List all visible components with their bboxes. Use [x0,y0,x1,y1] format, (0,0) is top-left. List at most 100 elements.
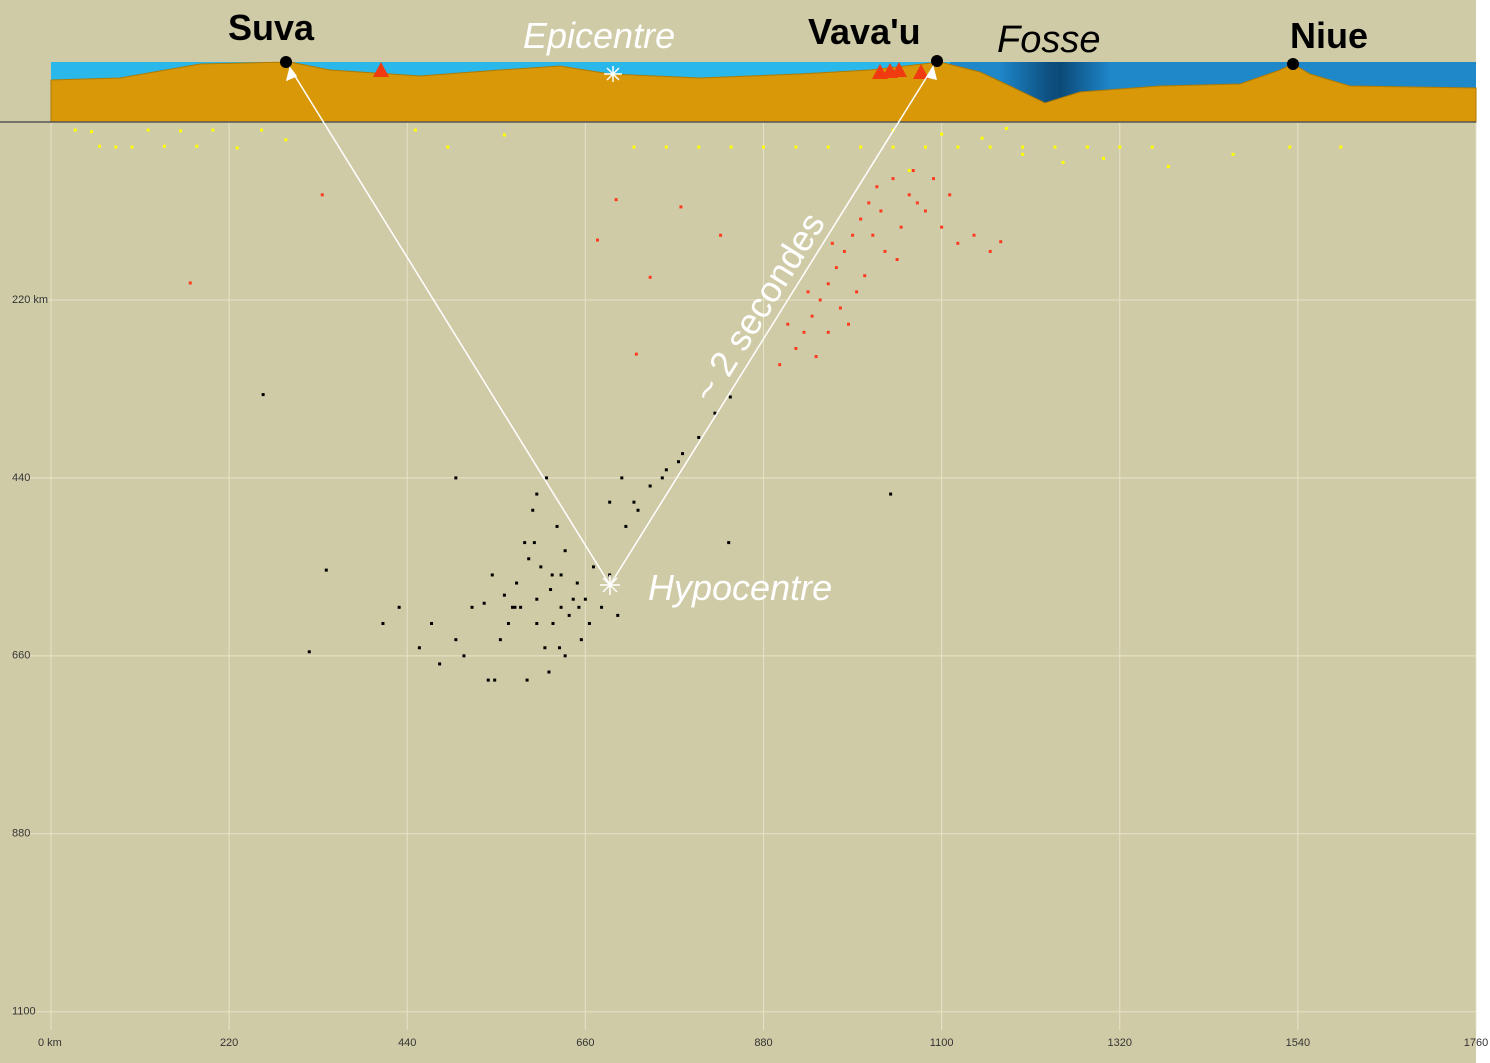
earthquake [981,137,984,140]
station [931,55,943,67]
earthquake [956,242,959,245]
earthquake [1102,157,1105,160]
earthquake [236,146,239,149]
earthquake [543,646,546,649]
earthquake [835,266,838,269]
earthquake [1288,146,1291,149]
earthquake [637,509,640,512]
earthquake [697,436,700,439]
earthquake [526,679,529,682]
earthquake [398,606,401,609]
earthquake [847,323,850,326]
earthquake [615,198,618,201]
epicentre-marker [604,66,622,82]
earthquake [507,622,510,625]
earthquake [74,129,77,132]
chart: Suva Epicentre Vava'u Fosse Niue Hypocen… [0,0,1490,1063]
earthquake [802,331,805,334]
earthquake [762,146,765,149]
earthquake [163,145,166,148]
earthquake [831,242,834,245]
earthquake [179,129,182,132]
earthquake [999,240,1002,243]
earthquake [1339,146,1342,149]
earthquake [730,146,733,149]
earthquake [189,281,192,284]
earthquake [624,525,627,528]
earthquake [827,282,830,285]
earthquake [430,622,433,625]
earthquake [616,614,619,617]
earthquake [1021,153,1024,156]
earthquake [889,493,892,496]
station [280,56,292,68]
earthquake [564,549,567,552]
earthquake [539,565,542,568]
earthquake [632,146,635,149]
place-label: Fosse [997,19,1100,61]
earthquake [572,598,575,601]
earthquake [855,290,858,293]
earthquake [503,133,506,136]
earthquake [533,541,536,544]
earthquake [719,234,722,237]
hypocentre-marker [600,575,620,595]
earthquake [649,276,652,279]
earthquake [851,234,854,237]
earthquake [284,138,287,141]
earthquake [679,205,682,208]
earthquake [462,654,465,657]
earthquake [556,525,559,528]
earthquake [1151,146,1154,149]
earthquake [527,557,530,560]
earthquake [592,565,595,568]
earthquake [1118,146,1121,149]
earthquake [940,133,943,136]
earthquake [487,679,490,682]
earthquake [523,541,526,544]
earthquake [912,169,915,172]
earthquake [879,209,882,212]
place-label: Epicentre [523,15,675,56]
earthquake [924,146,927,149]
y-tick-label: 660 [12,650,30,662]
x-tick-label: 1540 [1286,1037,1310,1049]
earthquake [1021,146,1024,149]
earthquake [576,582,579,585]
earthquake [794,347,797,350]
earthquake [681,452,684,455]
earthquake [519,606,522,609]
hypocentre-label: Hypocentre [648,567,832,608]
earthquake [665,146,668,149]
earthquake [564,654,567,657]
earthquake [471,606,474,609]
earthquake [948,193,951,196]
earthquake [859,146,862,149]
earthquake [1167,165,1170,168]
earthquake [549,588,552,591]
earthquake [491,573,494,576]
earthquake [535,622,538,625]
earthquake [843,250,846,253]
right-edge [1476,0,1490,1063]
earthquake [940,226,943,229]
earthquake [1086,146,1089,149]
earthquake [262,393,265,396]
earthquake [414,129,417,132]
background [0,0,1490,1063]
place-label: Niue [1290,15,1368,56]
earthquake [308,650,311,653]
earthquake [551,573,554,576]
x-tick-label: 1320 [1108,1037,1132,1049]
earthquake [503,594,506,597]
earthquake [588,622,591,625]
earthquake [551,622,554,625]
earthquake [989,146,992,149]
earthquake [483,602,486,605]
earthquake [908,193,911,196]
x-tick-label: 660 [576,1037,594,1049]
earthquake [892,177,895,180]
earthquake [827,146,830,149]
x-tick-label: 880 [754,1037,772,1049]
earthquake [807,290,810,293]
